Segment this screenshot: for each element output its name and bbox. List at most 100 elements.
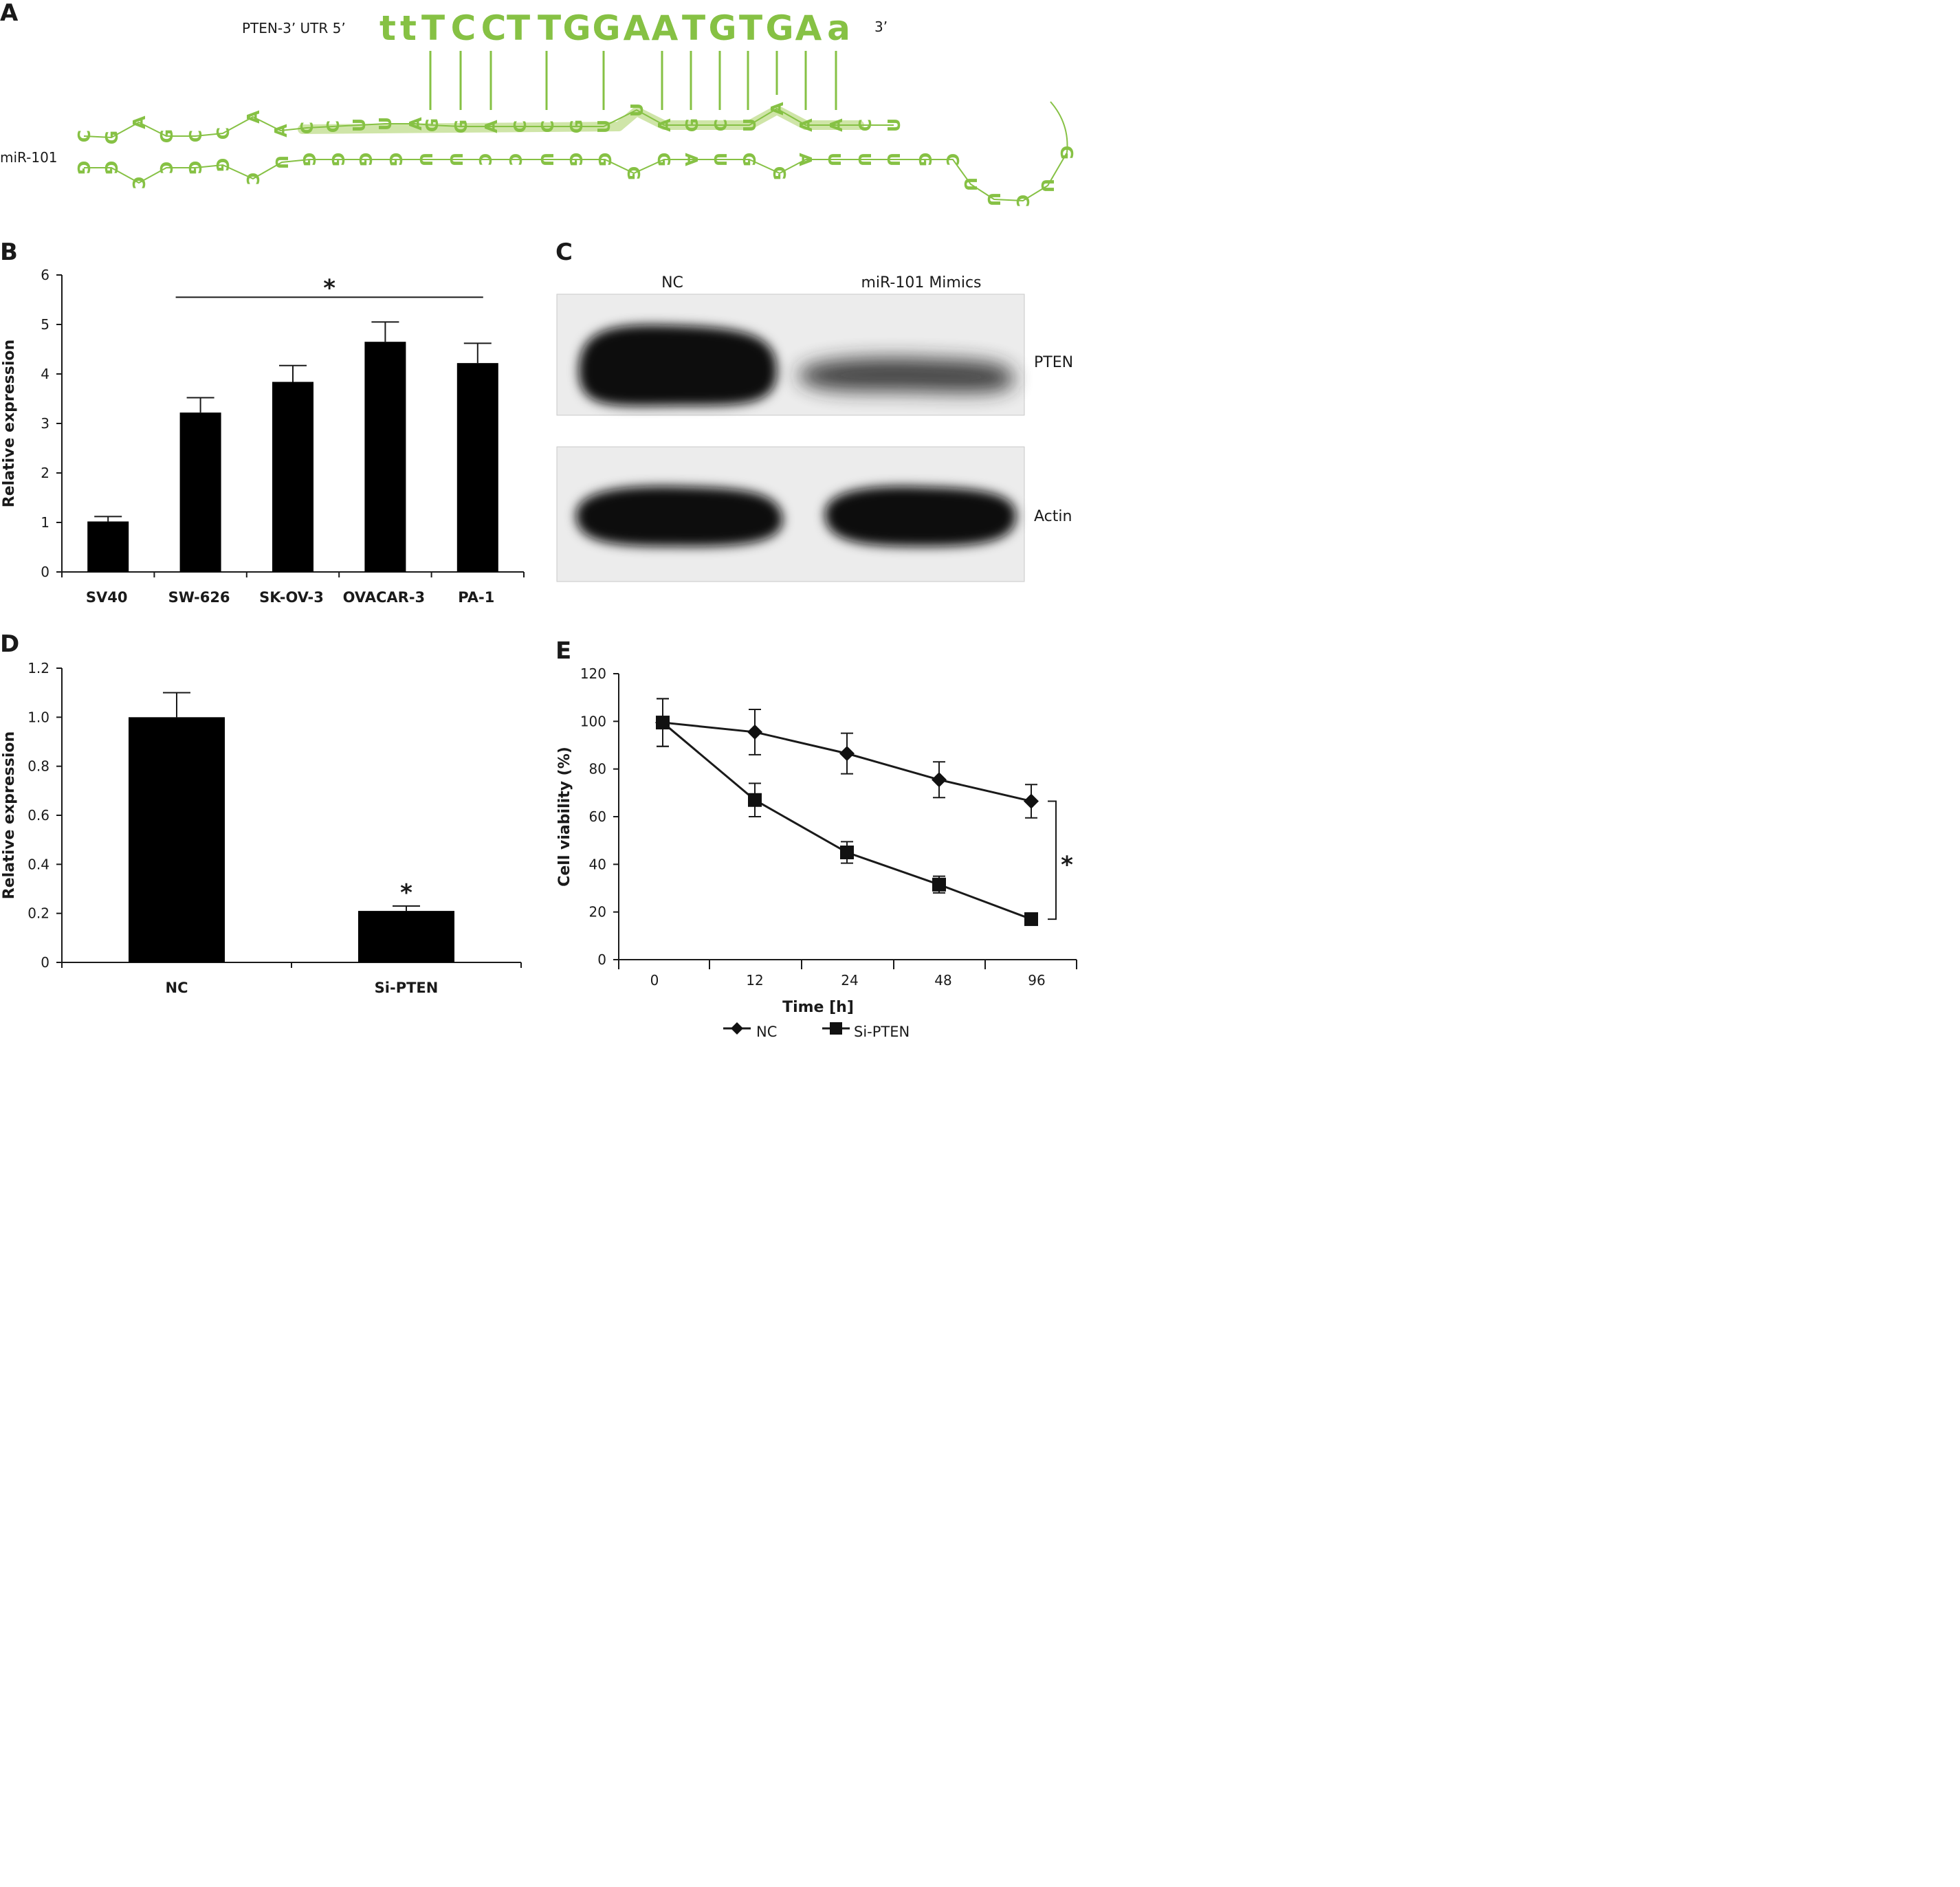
pten-utr-label: PTEN-3’ UTR 5’ <box>242 20 346 36</box>
b-y-ticks: 0 1 2 3 4 5 6 <box>41 267 62 580</box>
b-x-ticks: SV40 SW-626 SK-OV-3 OVACAR-3 PA-1 <box>61 572 525 606</box>
legend-label-si-pten: Si-PTEN <box>854 1024 910 1038</box>
mir-lower-nucleotide: C <box>1013 195 1033 207</box>
mir-upper-nucleotide: U <box>594 120 614 133</box>
e-marker-diamond <box>932 772 947 788</box>
e-marker-square <box>932 877 946 892</box>
mir-lower-nucleotide: G <box>74 161 93 175</box>
mir-upper-nucleotide: U <box>740 118 760 132</box>
mir-lower-nucleotide: G <box>1057 146 1077 160</box>
mir-lower-nucleotide: G <box>769 166 789 181</box>
b-y-tick-label: 5 <box>41 316 49 333</box>
pten-nucleotide: t <box>379 8 396 48</box>
mir-upper-nucleotide: G <box>682 118 702 133</box>
e-series <box>655 698 1039 927</box>
b-category-label: SV40 <box>86 589 128 606</box>
pten-nucleotide: G <box>708 8 736 48</box>
panel-b-bar-chart: 0 1 2 3 4 5 6 SV40 SW-626 SK-OV-3 OVACAR-3 PA-1 Re… <box>1 267 525 606</box>
e-marker-square <box>1024 912 1038 927</box>
mir-upper-nucleotide: A <box>129 115 149 129</box>
pten-nucleotide: T <box>739 8 762 48</box>
pten-3prime-label: 3’ <box>874 19 888 35</box>
e-x-axis-title: Time [h] <box>782 999 854 1016</box>
pten-nucleotide: A <box>624 8 650 48</box>
pten-nucleotide: A <box>795 8 822 48</box>
mir-lower-nucleotide: U <box>416 153 436 166</box>
pten-band-nc <box>579 324 777 406</box>
d-x-ticks: NC Si-PTEN <box>61 962 522 996</box>
b-bar <box>87 521 129 572</box>
mir-upper-nucleotide: C <box>855 119 875 131</box>
e-x-tick-label: 96 <box>1028 972 1045 989</box>
mir-lower-nucleotide: G <box>624 166 643 181</box>
b-bar <box>179 412 221 572</box>
b-bars <box>87 321 498 572</box>
pten-nucleotide: a <box>827 8 850 48</box>
panel-e-line-chart: 0 20 40 60 80 100 120 0 12 24 48 96 Cell viability… <box>556 665 1077 1038</box>
pten-nucleotide: G <box>765 8 793 48</box>
blot-column-nc: NC <box>661 274 683 291</box>
e-y-tick-label: 60 <box>589 808 606 825</box>
b-bar <box>456 363 498 572</box>
panel-letter-d: D <box>0 630 19 658</box>
base-pair-lines <box>429 51 837 110</box>
b-category-label: OVACAR-3 <box>343 589 426 606</box>
mir-lower-nucleotide: C <box>156 162 176 174</box>
mir-upper-nucleotide: U <box>884 118 904 132</box>
mir-upper-nucleotide: A <box>796 118 816 132</box>
d-category-label: NC <box>166 980 188 996</box>
d-y-tick-label: 0.6 <box>27 807 49 824</box>
e-marker-square <box>748 793 762 807</box>
d-bar <box>358 911 454 962</box>
b-significance-star: * <box>323 274 335 302</box>
mir-lower-nucleotide: U <box>537 153 557 166</box>
mir-lower-nucleotide: U <box>1037 179 1057 192</box>
mir-101-label: miR-101 <box>0 149 58 166</box>
e-y-tick-label: 0 <box>597 951 606 968</box>
mir-upper-nucleotide: C <box>711 119 731 131</box>
b-y-tick-label: 1 <box>41 514 49 531</box>
mir-upper-nucleotide: U <box>375 117 395 131</box>
pten-nucleotide: G <box>592 8 620 48</box>
legend-label-nc: NC <box>756 1024 777 1038</box>
hairpin-backbone <box>83 101 1068 202</box>
mir-lower-nucleotide: U <box>446 153 466 166</box>
pten-nucleotide: T <box>538 8 561 48</box>
e-y-ticks: 0 20 40 60 80 100 120 <box>580 665 619 968</box>
d-significance-star: * <box>400 879 412 907</box>
mir-lower-nucleotide: G <box>212 158 232 173</box>
mir-lower-nucleotide: U <box>710 153 730 166</box>
actin-band-nc <box>576 486 783 547</box>
e-y-tick-label: 40 <box>589 856 606 872</box>
b-y-tick-label: 0 <box>41 564 49 580</box>
b-bar <box>272 382 313 572</box>
mir-lower-nucleotide: G <box>299 153 319 167</box>
mir-upper-nucleotide: U <box>349 118 369 132</box>
mir-upper-nucleotide: C <box>538 120 558 133</box>
e-marker-square <box>656 716 670 730</box>
b-y-tick-label: 3 <box>41 415 49 432</box>
mir-upper-nucleotide: A <box>826 118 846 132</box>
mir-lower-nucleotide: G <box>654 153 674 167</box>
mir-upper-nucleotide: C <box>186 130 206 142</box>
pten-nucleotide: A <box>652 8 679 48</box>
mir-upper-nucleotide: G <box>157 129 177 144</box>
lower-backbone <box>84 152 1068 202</box>
panel-c-western-blot: NC miR-101 Mimics PTEN Actin <box>556 274 1073 582</box>
panel-letter-c: C <box>555 239 573 266</box>
b-category-label: SW-626 <box>168 589 230 606</box>
e-legend: NC Si-PTEN <box>723 1022 910 1038</box>
e-significance-bracket <box>1048 800 1057 920</box>
b-y-axis-title: Relative expression <box>1 340 18 507</box>
e-x-tick-label: 48 <box>934 972 951 989</box>
mir-upper-nucleotide: A <box>767 102 787 115</box>
d-category-label: Si-PTEN <box>375 980 439 996</box>
mir-lower-nucleotide: G <box>595 153 615 167</box>
b-y-tick-label: 6 <box>41 267 49 283</box>
mir-lower-nucleotide: G <box>915 153 935 167</box>
mir-upper-nucleotide: U <box>627 103 647 117</box>
mir-lower-nucleotide: C <box>129 177 148 189</box>
mir-lower-nucleotide: C <box>475 153 495 166</box>
mir-lower-nucleotide: A <box>681 153 701 166</box>
mir-lower-nucleotide: U <box>984 192 1004 206</box>
